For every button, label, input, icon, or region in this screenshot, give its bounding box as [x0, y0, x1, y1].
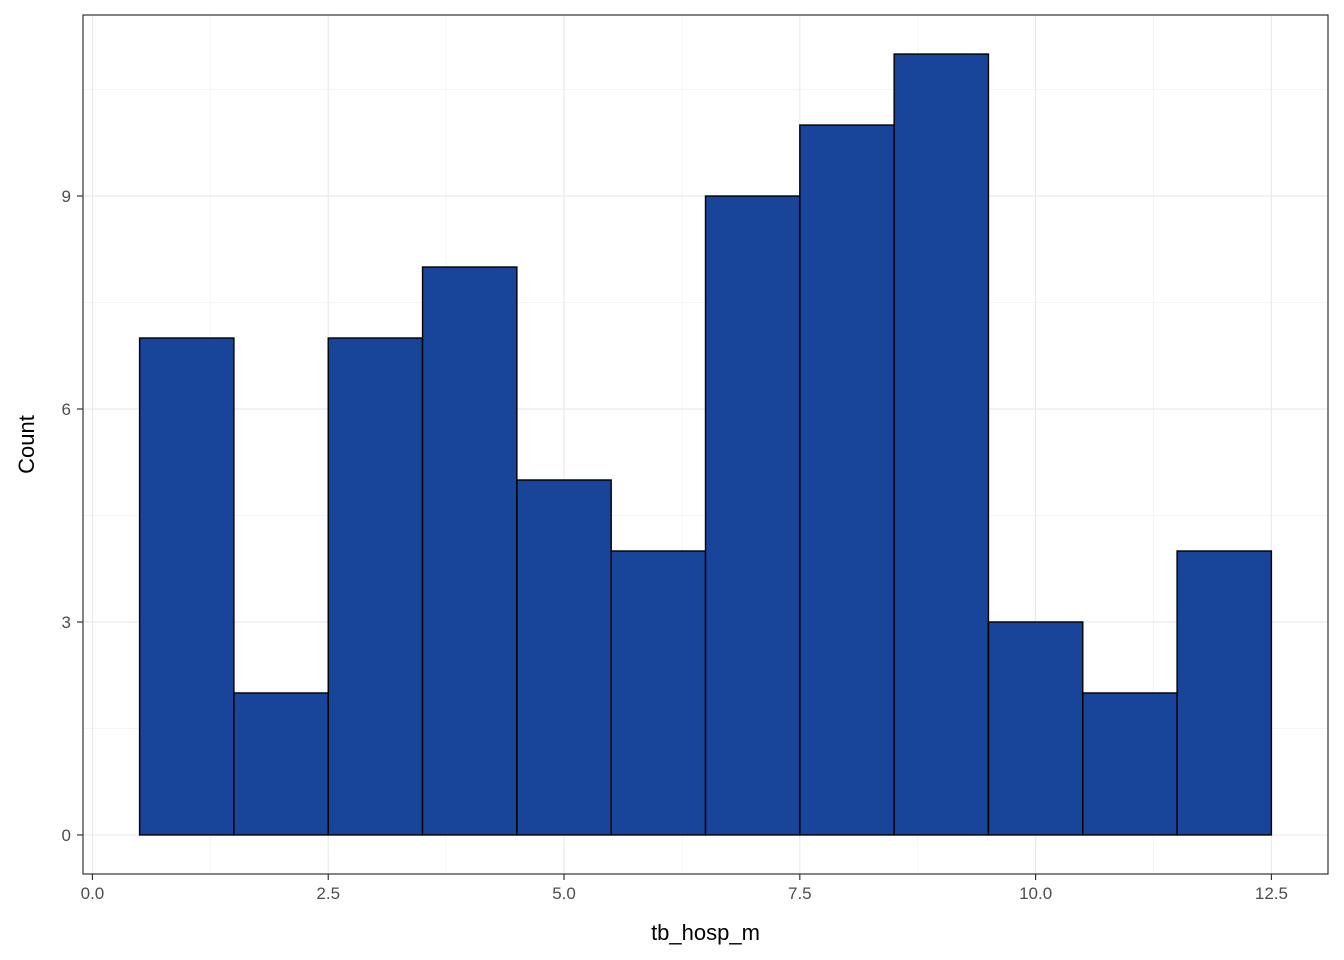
- histogram-bar: [138, 337, 235, 836]
- histogram-bar: [799, 124, 895, 836]
- y-axis-title: Count: [14, 415, 39, 474]
- y-tick-label: 3: [62, 613, 71, 632]
- x-tick-label: 7.5: [788, 884, 812, 903]
- histogram-bar: [233, 692, 329, 836]
- x-tick-label: 12.5: [1255, 884, 1288, 903]
- axes: 0.0 2.5 5.0 7.5 10.0 12.5 0 3 6 9: [62, 187, 1288, 903]
- histogram-bar: [1082, 692, 1178, 836]
- panel-border: [82, 14, 1329, 875]
- histogram-bar: [516, 479, 612, 836]
- y-tick-label: 9: [62, 187, 71, 206]
- histogram-bar: [610, 550, 707, 836]
- y-tick-label: 0: [62, 826, 71, 845]
- histogram-bar: [987, 621, 1084, 836]
- histogram-bar: [327, 337, 424, 836]
- y-tick-label: 6: [62, 400, 71, 419]
- x-tick-label: 0.0: [81, 884, 105, 903]
- histogram-bars: [138, 53, 1273, 836]
- histogram-bar: [1176, 550, 1273, 836]
- x-tick-label: 2.5: [316, 884, 340, 903]
- histogram-bar: [893, 53, 990, 836]
- x-tick-label: 5.0: [552, 884, 576, 903]
- histogram-bar: [704, 195, 801, 836]
- x-axis-title: tb_hosp_m: [651, 920, 760, 945]
- x-tick-label: 10.0: [1019, 884, 1052, 903]
- histogram-bar: [421, 266, 518, 836]
